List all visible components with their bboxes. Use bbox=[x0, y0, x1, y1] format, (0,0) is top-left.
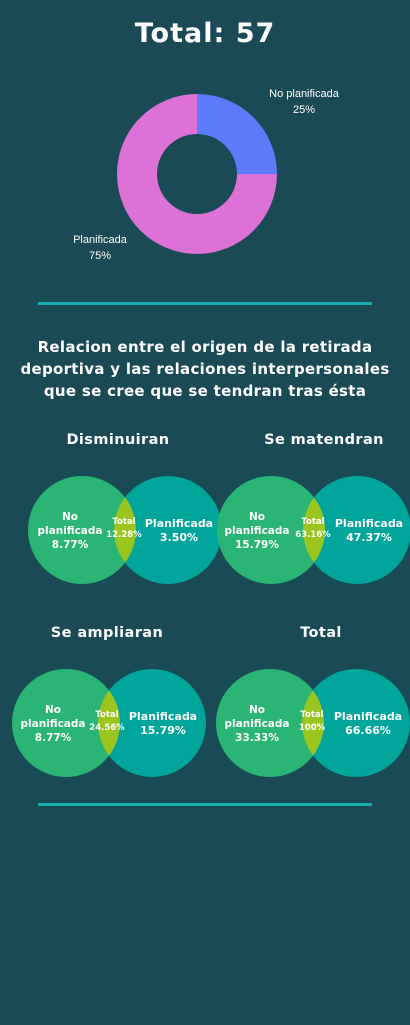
left-value: 15.79% bbox=[235, 539, 279, 551]
venn-diagram-1 bbox=[28, 476, 222, 584]
total-label: Total: bbox=[134, 18, 226, 49]
mid-label: Total bbox=[301, 517, 325, 527]
mid-value: 100% bbox=[298, 723, 326, 733]
subtitle-line-3: que se cree que se tendran tras ésta bbox=[43, 382, 367, 400]
venn-title-total: Total bbox=[300, 625, 342, 641]
venn-circle-left bbox=[217, 476, 325, 584]
donut-chart bbox=[117, 94, 277, 254]
venn-left-text: No planificada 15.79% bbox=[220, 510, 294, 552]
venn-circle-right bbox=[114, 476, 222, 584]
left-line-1: No bbox=[44, 704, 61, 716]
venn-diagram-4 bbox=[216, 669, 410, 777]
left-line-1: No bbox=[248, 704, 265, 716]
mid-value: 12.28% bbox=[106, 530, 142, 540]
venn-title-se-ampliaran: Se ampliaran bbox=[50, 625, 164, 641]
right-label: Planificada bbox=[333, 710, 403, 723]
venn-right-text: Planificada 15.79% bbox=[126, 710, 200, 738]
slice-label-no-planificada: No planificada 25% bbox=[262, 86, 346, 118]
venn-mid-text: Total 12.28% bbox=[104, 516, 144, 542]
pie-slice-planificada bbox=[117, 94, 277, 254]
venn-circle-right bbox=[98, 669, 206, 777]
venn-mid-text: Total 100% bbox=[292, 709, 332, 735]
divider-top bbox=[38, 302, 372, 305]
total-title: Total: 57 bbox=[0, 18, 410, 49]
left-value: 8.77% bbox=[51, 539, 89, 551]
right-value: 47.37% bbox=[346, 531, 392, 544]
venn-circle-left bbox=[12, 669, 120, 777]
venn-circle-left bbox=[216, 669, 324, 777]
right-label: Planificada bbox=[128, 710, 198, 723]
right-value: 15.79% bbox=[140, 724, 186, 737]
section-subtitle: Relacion entre el origen de la retirada … bbox=[20, 336, 390, 402]
left-line-2: planificada bbox=[37, 525, 103, 537]
mid-label: Total bbox=[112, 517, 136, 527]
venn-circle-right bbox=[302, 669, 410, 777]
venn-circle-right bbox=[303, 476, 410, 584]
left-value: 8.77% bbox=[34, 732, 72, 744]
venn-left-text: No planificada 33.33% bbox=[220, 703, 294, 745]
mid-value: 63.16% bbox=[295, 530, 331, 540]
right-value: 66.66% bbox=[345, 724, 391, 737]
right-label: Planificada bbox=[144, 517, 214, 530]
left-line-2: planificada bbox=[224, 718, 290, 730]
venn-title-se-matendran: Se matendran bbox=[264, 432, 384, 448]
left-line-2: planificada bbox=[20, 718, 86, 730]
right-label: Planificada bbox=[334, 517, 404, 530]
venn-left-text: No planificada 8.77% bbox=[33, 510, 107, 552]
left-line-1: No bbox=[61, 511, 78, 523]
left-value: 33.33% bbox=[235, 732, 279, 744]
slice-label-planificada: Planificada 75% bbox=[62, 232, 138, 264]
venn-diagram-2 bbox=[217, 476, 410, 584]
subtitle-line-1: Relacion entre el origen de la retirada bbox=[37, 338, 373, 356]
venn-circle-left bbox=[28, 476, 136, 584]
total-value: 57 bbox=[235, 18, 276, 49]
venn-mid-text: Total 63.16% bbox=[293, 516, 333, 542]
right-value: 3.50% bbox=[159, 531, 199, 544]
venn-mid-text: Total 24.56% bbox=[87, 709, 127, 735]
mid-label: Total bbox=[300, 710, 324, 720]
slice-name: No planificada bbox=[269, 88, 339, 100]
slice-percent: 25% bbox=[292, 104, 316, 116]
slice-percent: 75% bbox=[88, 250, 112, 262]
venn-left-text: No planificada 8.77% bbox=[16, 703, 90, 745]
venn-diagram-3 bbox=[12, 669, 206, 777]
left-line-1: No bbox=[248, 511, 265, 523]
venn-right-text: Planificada 47.37% bbox=[332, 517, 406, 545]
slice-name: Planificada bbox=[73, 234, 127, 246]
mid-label: Total bbox=[95, 710, 119, 720]
venn-title-disminuiran: Disminuiran bbox=[66, 432, 170, 448]
subtitle-line-2: deportiva y las relaciones interpersonal… bbox=[20, 360, 390, 378]
pie-slice-no-planificada bbox=[197, 94, 277, 174]
venn-right-text: Planificada 66.66% bbox=[331, 710, 405, 738]
mid-value: 24.56% bbox=[89, 723, 125, 733]
left-line-2: planificada bbox=[224, 525, 290, 537]
divider-bottom bbox=[38, 803, 372, 806]
venn-right-text: Planificada 3.50% bbox=[142, 517, 216, 545]
